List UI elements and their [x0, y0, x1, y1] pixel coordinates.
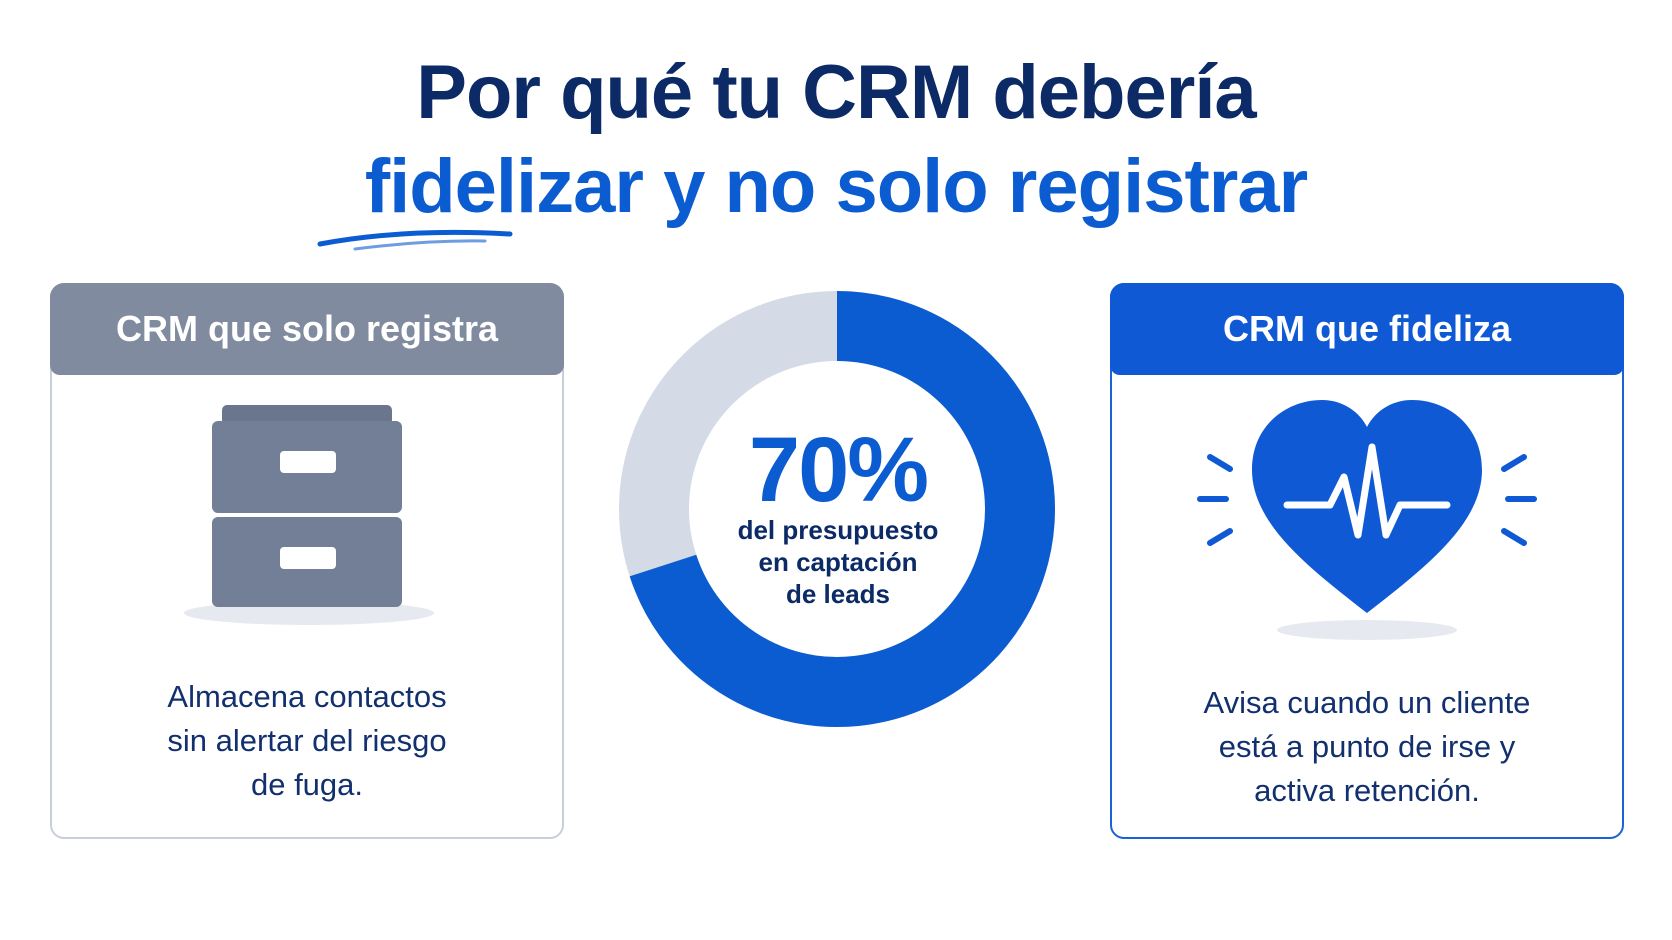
card-solo-registra: CRM que solo registra Almacena contactos… [50, 283, 564, 839]
filing-cabinet-icon [184, 405, 434, 625]
donut-arc-70 [629, 291, 1055, 727]
donut-chart [619, 291, 1055, 727]
title-line-2: fidelizar y no solo registrar [364, 144, 1308, 229]
card-header-fideliza: CRM que fideliza [1110, 283, 1624, 375]
card-text-registra: Almacena contactos sin alertar del riesg… [167, 679, 447, 802]
title-line-1: Por qué tu CRM debería [416, 50, 1256, 135]
donut-value: 70% [748, 419, 929, 521]
card-header-registra: CRM que solo registra [50, 283, 564, 375]
card-text-fideliza: Avisa cuando un cliente está a punto de … [1203, 685, 1531, 808]
underline-swoosh [317, 229, 513, 251]
card-fideliza: CRM que fideliza Avisa cuando un cliente… [1110, 283, 1624, 839]
heartbeat-heart-icon [1197, 400, 1537, 640]
donut-caption: del presupuesto en captación de leads [737, 515, 939, 609]
